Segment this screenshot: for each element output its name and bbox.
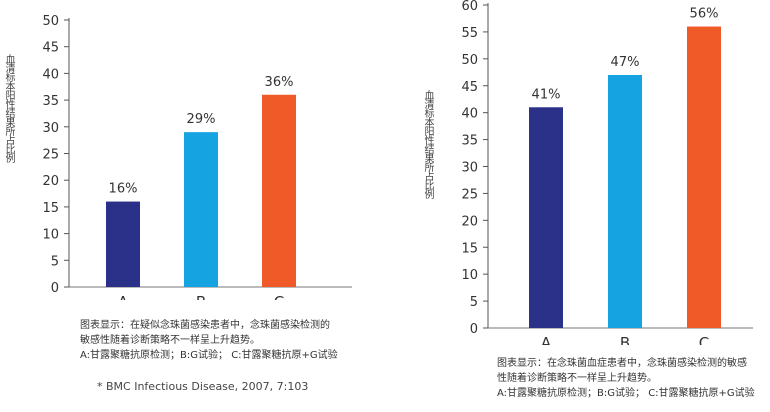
y-tick-label: 10: [42, 228, 59, 243]
bar-a: [106, 201, 140, 287]
y-tick-label: 40: [461, 107, 478, 122]
chart-2-caption: 图表显示：在念珠菌血症患者中，念珠菌感染检测的敏感 性随着诊断策略不一样呈上升趋…: [497, 356, 769, 401]
chart-1: 0 5 10 15 20 25 30 35 40 45 50 16% A 29% B 36% C: [42, 14, 352, 300]
y-tick-label: 35: [42, 94, 59, 109]
y-tick-label: 40: [42, 67, 59, 82]
bar-b: [608, 74, 642, 328]
chart-2-caption-line-1: 图表显示：在念珠菌血症患者中，念珠菌感染检测的敏感: [497, 358, 747, 369]
bar-c: [262, 94, 296, 287]
chart-1-source: * BMC Infectious Disease, 2007, 7:103: [97, 380, 309, 393]
chart-1-caption-line-3: A:甘露聚糖抗原检测；B:G试验； C:甘露聚糖抗原+G试验: [80, 350, 338, 361]
y-tick-label: 0: [470, 322, 478, 337]
y-tick-label: 50: [42, 14, 59, 29]
category-label-a: A: [541, 334, 552, 345]
y-tick-label: 20: [42, 174, 59, 189]
chart-2-caption-line-2: 性随着诊断策略不一样呈上升趋势。: [497, 373, 657, 384]
category-label-c: C: [274, 293, 284, 300]
y-tick-label: 55: [461, 26, 478, 41]
chart-1-caption-line-1: 图表显示：在疑似念珠菌感染患者中，念珠菌感染检测的: [80, 320, 330, 331]
data-label-c: 56%: [690, 7, 719, 22]
y-tick-label: 15: [461, 241, 478, 256]
y-tick-label: 35: [461, 134, 478, 149]
y-tick-label: 0: [51, 281, 59, 296]
y-tick-label: 20: [461, 214, 478, 229]
y-tick-label: 15: [42, 201, 59, 216]
category-label-b: B: [620, 334, 630, 345]
y-tick-label: 25: [461, 187, 478, 202]
chart-1-caption-line-2: 敏感性随着诊断策略不一样呈上升趋势。: [80, 335, 260, 346]
y-tick-label: 45: [461, 80, 478, 95]
y-tick-label: 10: [461, 268, 478, 283]
y-tick-label: 5: [470, 295, 478, 310]
bar-c: [687, 26, 721, 329]
data-label-b: 47%: [611, 55, 640, 70]
data-label-a: 41%: [532, 87, 561, 102]
y-tick-label: 50: [461, 53, 478, 68]
category-label-c: C: [699, 334, 709, 345]
chart-2: 0 5 10 15 20 25 30 35 40 45 50 55 60 41% A 47% B 56% C: [461, 0, 753, 345]
y-tick-label: 30: [461, 161, 478, 176]
bar-a: [529, 107, 563, 329]
chart-2-y-axis-label: 血清标本阳性结果所占比例: [422, 90, 433, 198]
data-label-b: 29%: [187, 112, 216, 127]
bar-b: [184, 132, 218, 287]
y-tick-label: 25: [42, 148, 59, 163]
category-label-b: B: [196, 293, 206, 300]
category-label-a: A: [118, 293, 129, 300]
chart-1-y-axis-label: 血清标本阳性结果所占比例: [3, 54, 14, 162]
data-label-a: 16%: [109, 182, 138, 197]
data-label-c: 36%: [265, 75, 294, 90]
y-tick-label: 30: [42, 121, 59, 136]
chart-1-caption: 图表显示：在疑似念珠菌感染患者中，念珠菌感染检测的 敏感性随着诊断策略不一样呈上…: [80, 318, 380, 363]
y-tick-label: 5: [51, 254, 59, 269]
chart-2-caption-line-3: A:甘露聚糖抗原检测；B:G试验； C:甘露聚糖抗原+G试验: [497, 388, 755, 399]
y-tick-label: 60: [461, 0, 478, 14]
y-tick-label: 45: [42, 41, 59, 56]
